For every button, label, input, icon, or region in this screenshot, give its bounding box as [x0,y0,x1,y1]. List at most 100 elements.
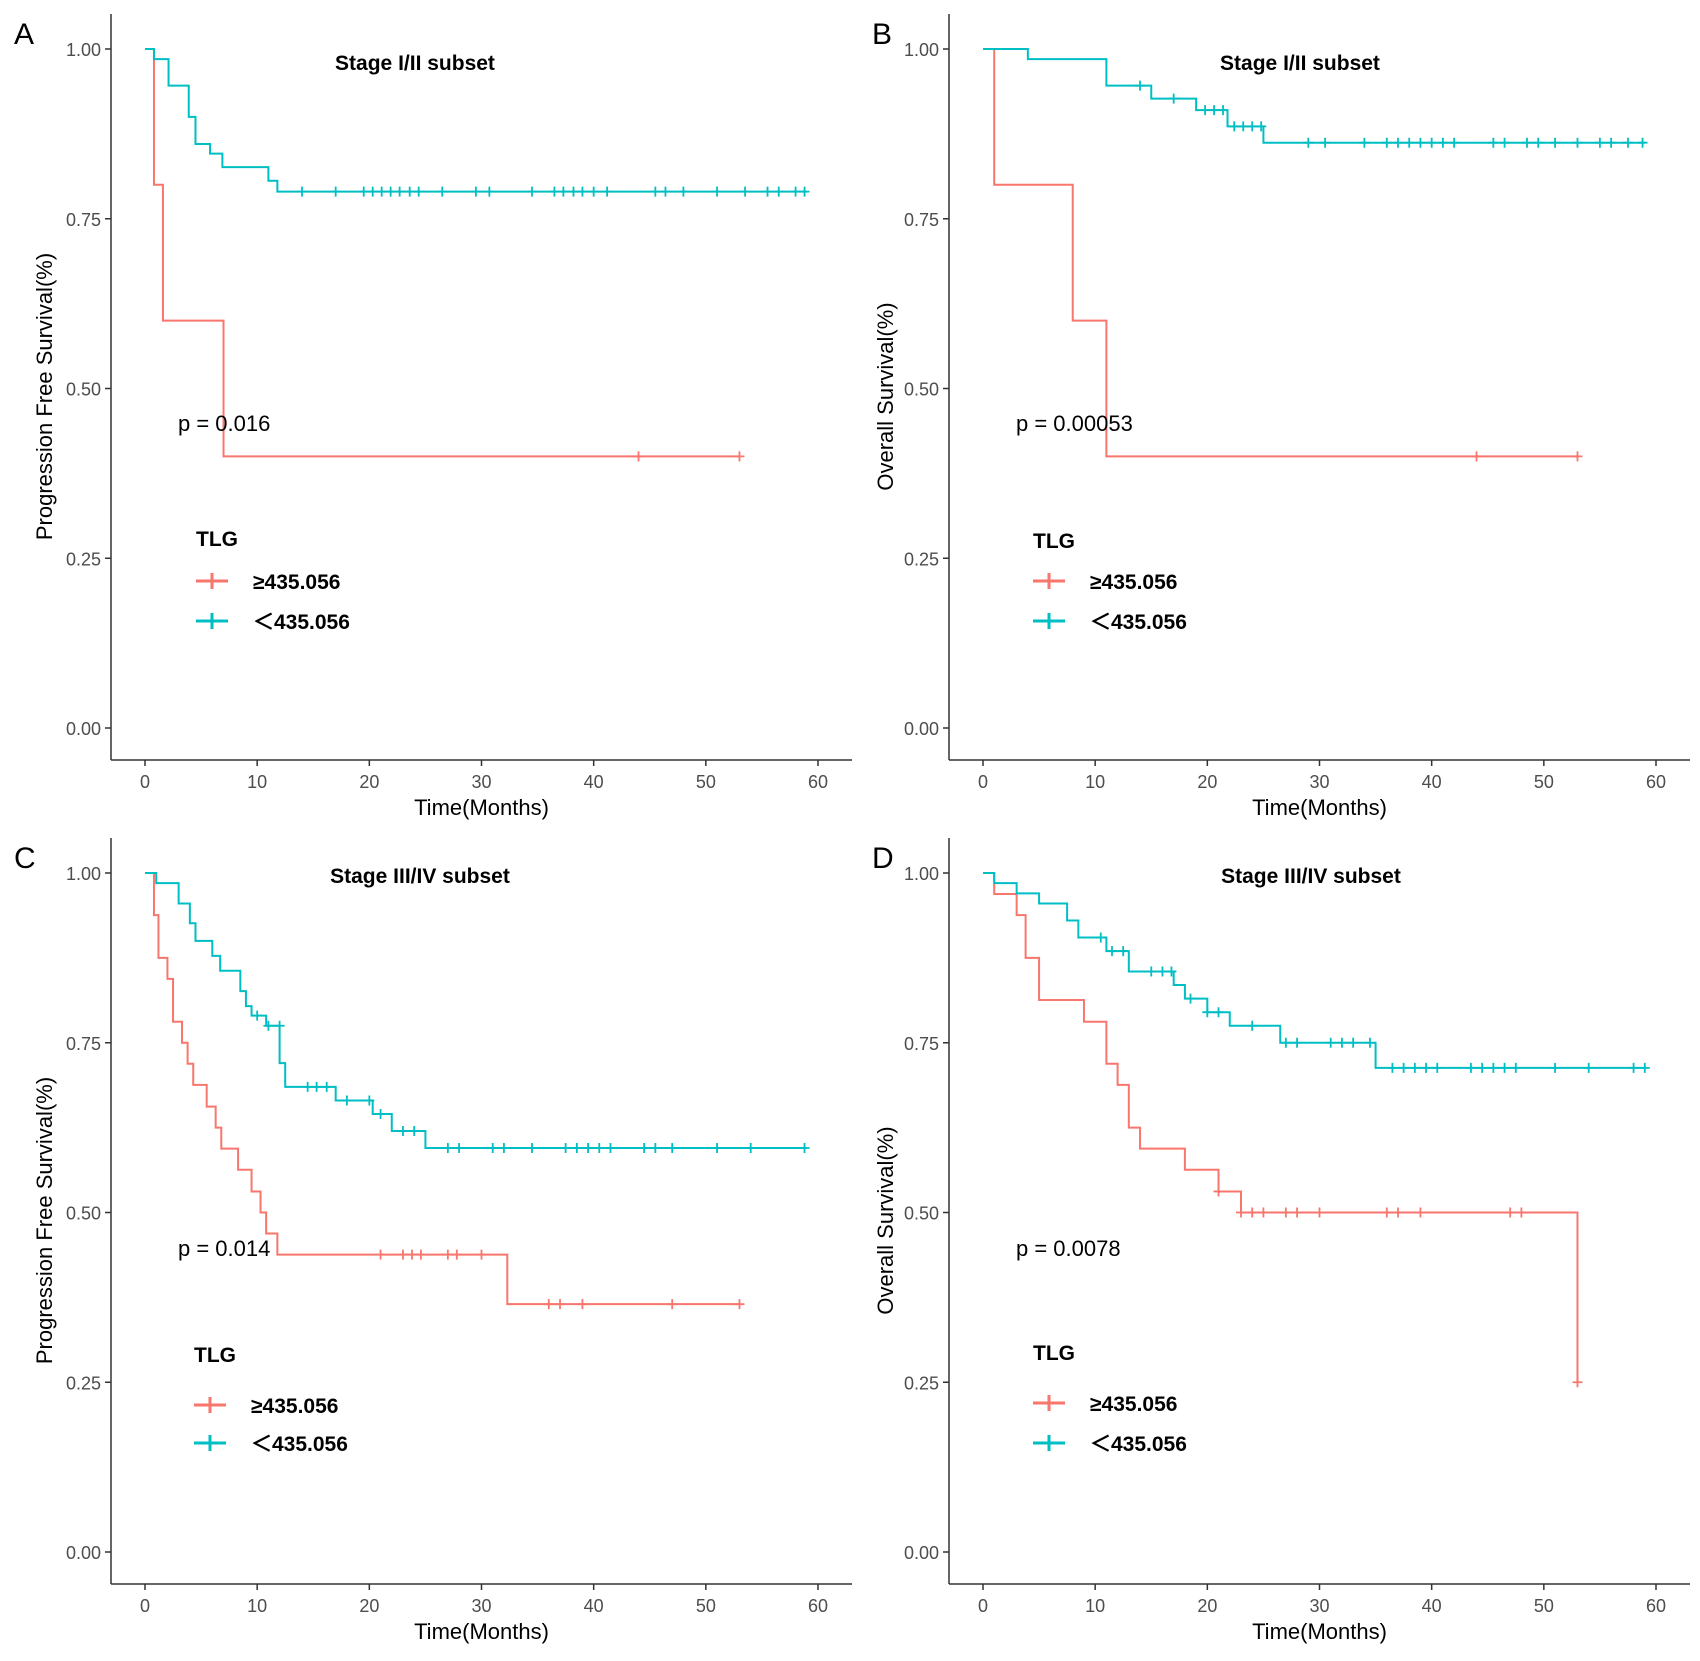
survival-curve [983,48,1578,458]
legend-key [1033,1395,1065,1411]
censor-mark [484,186,495,197]
censor-mark [1499,137,1510,148]
censor-mark [1256,121,1267,132]
censor-mark [364,1095,375,1106]
x-tick-label: 60 [808,1596,828,1616]
censor-mark [1209,105,1220,116]
censor-mark [1280,1037,1291,1048]
y-tick-label: 1.00 [904,864,939,884]
survival-curve [145,48,807,193]
legend-label: ＜435.056 [253,611,350,634]
survival-curve [145,872,807,1149]
x-tick-label: 60 [1646,1596,1666,1616]
censor-mark [1415,1207,1426,1218]
legend: TLG ≥435.056 ＜435.056 [1033,530,1187,634]
p-value: p = 0.014 [178,1236,270,1261]
censor-mark [1146,966,1157,977]
p-value: p = 0.0078 [1016,1236,1121,1261]
censor-mark [274,1020,285,1031]
censor-mark [1639,1062,1650,1073]
censor-mark [1522,137,1533,148]
y-tick-label: 0.50 [904,1204,939,1224]
x-tick-label: 0 [140,1596,150,1616]
legend-label: ＜435.056 [1090,1433,1187,1456]
censor-mark [375,1249,386,1260]
censor-mark [376,186,387,197]
censor-mark [470,186,481,197]
censor-mark [1437,137,1448,148]
x-axis-label: Time(Months) [1252,795,1387,820]
censor-mark [1348,1037,1359,1048]
x-tick-label: 60 [808,772,828,792]
censor-mark [1292,1207,1303,1218]
series-low-tlg [983,872,1650,1073]
y-tick-label: 0.00 [66,719,101,739]
censor-mark [1622,137,1633,148]
panel-a: A 0.00 0.25 0.50 0.75 1.00 0 10 20 30 40 50 60 Time(M… [14,14,852,820]
censor-mark [252,1010,263,1021]
p-value: p = 0.016 [178,411,270,436]
legend-title: TLG [1033,1342,1075,1365]
censor-mark [437,186,448,197]
censor-mark [1229,121,1240,132]
censor-mark [583,1142,594,1153]
chart-title: Stage III/IV subset [330,865,510,888]
x-tick-label: 20 [359,1596,379,1616]
x-tick-label: 60 [1646,772,1666,792]
censor-mark [1320,137,1331,148]
censor-mark [1404,137,1415,148]
series-low-tlg [983,48,1648,148]
y-axis-label: Progression Free Survival(%) [32,1077,57,1364]
censor-mark [1314,1207,1325,1218]
censor-mark [413,186,424,197]
legend: TLG ≥435.056 ＜435.056 [196,528,350,634]
censor-mark [1421,1062,1432,1073]
censor-mark [1157,966,1168,977]
censor-mark [799,1142,810,1153]
censor-mark [571,1142,582,1153]
legend-title: TLG [194,1344,236,1367]
y-tick-label: 0.50 [66,1204,101,1224]
censor-mark [442,1249,453,1260]
y-tick-label: 0.75 [66,210,101,230]
censor-mark [1166,966,1177,977]
censor-mark [602,186,613,197]
x-tick-label: 50 [696,772,716,792]
censor-mark [341,1095,352,1106]
censor-mark [394,186,405,197]
censor-mark [568,186,579,197]
censor-mark [762,186,773,197]
x-tick-label: 40 [1422,1596,1442,1616]
y-tick-label: 1.00 [66,40,101,60]
censor-mark [1095,932,1106,943]
censor-mark [1409,1062,1420,1073]
y-tick-label: 1.00 [66,864,101,884]
censor-mark [1202,1007,1213,1018]
y-axis-label: Overall Survival(%) [873,302,898,490]
x-tick-label: 50 [1534,1596,1554,1616]
legend-title: TLG [1033,530,1075,553]
censor-mark [1381,1207,1392,1218]
legend: TLG ≥435.056 ＜435.056 [1033,1342,1187,1456]
censor-mark [1168,93,1179,104]
legend: TLG ≥435.056 ＜435.056 [194,1344,348,1456]
legend-key [196,613,228,629]
censor-mark [1415,137,1426,148]
censor-mark [1336,1037,1347,1048]
y-tick-label: 0.75 [904,1034,939,1054]
censor-mark [454,1142,465,1153]
legend-key [1033,613,1065,629]
censor-mark [1359,137,1370,148]
censor-mark [799,186,810,197]
censor-mark [1303,137,1314,148]
x-tick-label: 0 [140,772,150,792]
x-tick-label: 20 [359,772,379,792]
y-tick-label: 0.00 [904,1543,939,1563]
legend-label: ＜435.056 [1090,611,1187,634]
x-tick-label: 50 [1534,772,1554,792]
censor-mark [712,1142,723,1153]
legend-key [194,1435,226,1451]
censor-mark [297,186,308,197]
x-tick-label: 20 [1197,772,1217,792]
x-tick-label: 30 [471,1596,491,1616]
